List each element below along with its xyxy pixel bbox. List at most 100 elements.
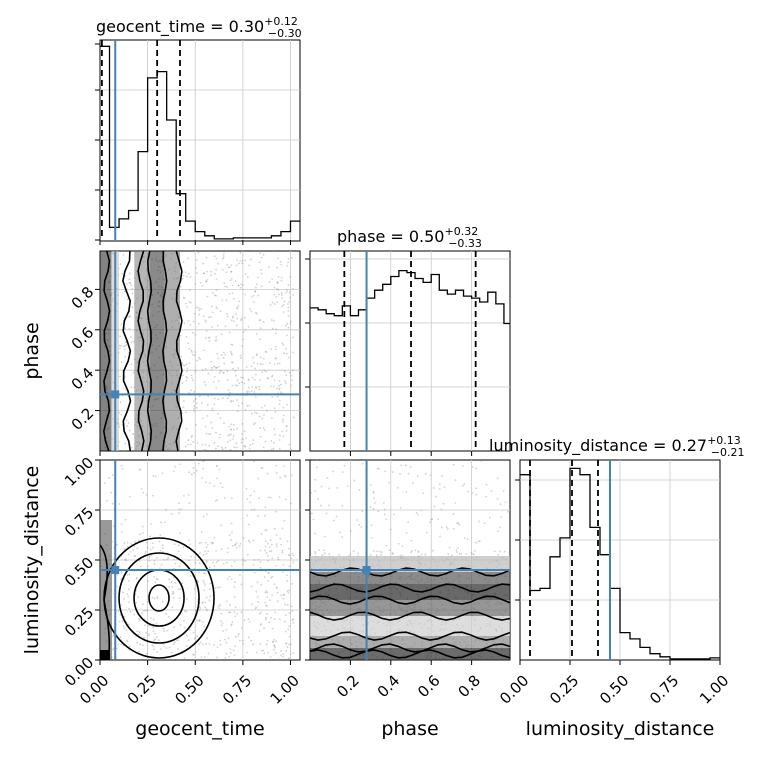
sample-point <box>389 528 392 531</box>
sample-point <box>253 301 255 303</box>
sample-point <box>463 537 466 539</box>
sample-point <box>288 300 291 303</box>
sample-point <box>135 601 137 604</box>
sample-point <box>187 559 190 562</box>
sample-point <box>285 425 288 428</box>
sample-point <box>235 442 238 445</box>
sample-point <box>252 439 255 442</box>
sample-point <box>440 526 443 529</box>
sample-point <box>250 640 253 642</box>
sample-point <box>232 297 235 300</box>
sample-point <box>124 275 127 278</box>
sample-point <box>270 543 273 546</box>
sample-point <box>490 489 493 492</box>
sample-point <box>332 470 335 473</box>
sample-point <box>422 492 425 495</box>
sample-point <box>258 379 261 381</box>
sample-point <box>214 366 217 369</box>
sample-point <box>232 315 234 318</box>
sample-point <box>255 386 258 389</box>
sample-point <box>147 508 150 511</box>
sample-point <box>168 646 171 649</box>
sample-point <box>125 344 128 346</box>
sample-point <box>283 352 286 355</box>
sample-point <box>247 636 250 639</box>
sample-point <box>343 464 346 467</box>
sample-point <box>236 308 239 310</box>
sample-point <box>173 626 176 628</box>
sample-point <box>179 624 182 626</box>
sample-point <box>134 555 137 558</box>
sample-point <box>280 594 283 597</box>
sample-point <box>111 502 114 505</box>
sample-point <box>211 366 214 369</box>
sample-point <box>270 348 272 350</box>
sample-point <box>180 508 183 510</box>
sample-point <box>210 326 213 328</box>
sample-point <box>240 627 243 629</box>
sample-point <box>280 383 282 386</box>
sample-point <box>195 259 198 262</box>
sample-point <box>191 377 193 379</box>
sample-point <box>188 629 191 631</box>
sample-point <box>276 282 279 284</box>
sample-point <box>259 427 262 429</box>
sample-point <box>264 618 267 621</box>
sample-point <box>273 583 276 586</box>
sample-point <box>154 632 156 635</box>
sample-point <box>455 551 458 553</box>
sample-point <box>184 411 187 414</box>
sample-point <box>399 506 402 509</box>
sample-point <box>212 380 215 383</box>
sample-point <box>233 585 236 588</box>
sample-point <box>128 495 131 498</box>
sample-point <box>259 327 262 330</box>
sample-point <box>506 510 509 513</box>
sample-point <box>281 296 283 299</box>
sample-point <box>204 606 207 609</box>
xlabel-phase: phase <box>381 718 438 740</box>
y-tick-label: 0.25 <box>61 604 97 640</box>
sample-point <box>213 375 216 378</box>
sample-point <box>224 497 226 499</box>
sample-point <box>203 381 206 383</box>
contour-line <box>137 251 145 451</box>
sample-point <box>255 590 258 593</box>
sample-point <box>146 565 149 568</box>
sample-point <box>178 597 181 600</box>
sample-point <box>291 552 294 555</box>
contour-line <box>310 595 510 605</box>
sample-point <box>377 510 380 513</box>
sample-point <box>180 355 183 358</box>
sample-point <box>499 503 502 506</box>
contour-line <box>148 584 170 612</box>
sample-point <box>235 264 238 267</box>
sample-point <box>229 611 232 614</box>
sample-point <box>452 463 455 466</box>
sample-point <box>373 497 375 499</box>
sample-point <box>233 560 236 563</box>
sample-point <box>240 438 243 441</box>
density-band <box>310 616 510 636</box>
sample-point <box>205 560 208 562</box>
sample-point <box>237 284 240 287</box>
sample-point <box>224 446 227 449</box>
sample-point <box>328 487 331 490</box>
sample-point <box>230 270 233 273</box>
sample-point <box>224 353 227 356</box>
sample-point <box>286 604 289 606</box>
sample-point <box>270 319 273 321</box>
sample-point <box>471 466 474 468</box>
y-tick-label: 0.50 <box>61 554 97 590</box>
sample-point <box>177 544 180 547</box>
sample-point <box>463 483 466 486</box>
sample-point <box>480 460 483 462</box>
sample-point <box>186 306 189 308</box>
sample-point <box>289 653 292 656</box>
sample-point <box>145 541 148 544</box>
sample-point <box>290 375 292 377</box>
sample-point <box>191 331 194 334</box>
sample-point <box>461 485 464 487</box>
sample-point <box>178 512 181 515</box>
sample-point <box>178 508 180 511</box>
